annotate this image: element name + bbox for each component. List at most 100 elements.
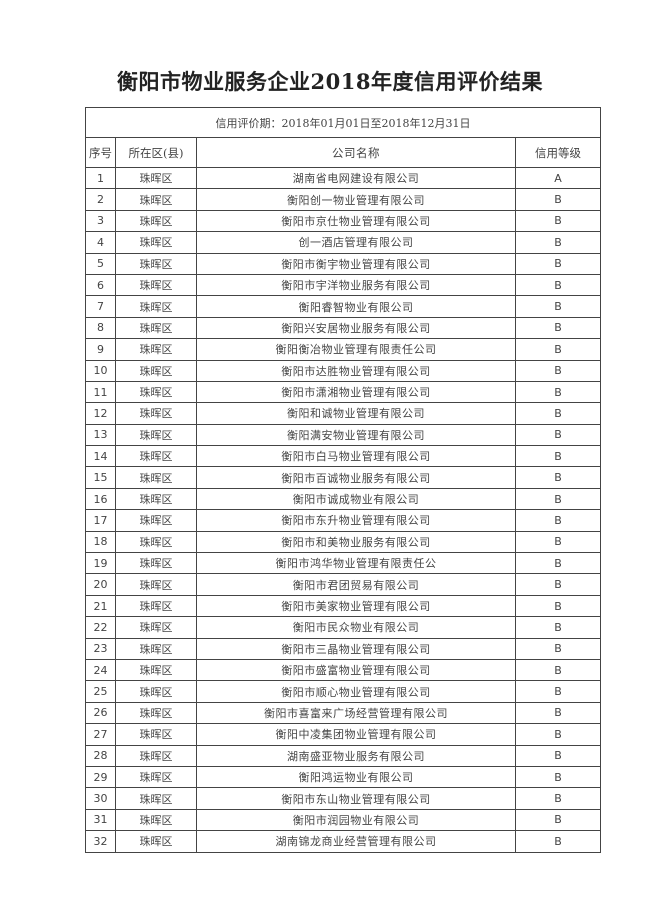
row-seq: 3 bbox=[85, 209, 116, 233]
row-district: 珠晖区 bbox=[115, 680, 197, 703]
row-company-name: 衡阳市达胜物业管理有限公司 bbox=[196, 359, 516, 382]
table-row: 15 珠晖区 衡阳市百诚物业服务有限公司 B bbox=[85, 466, 602, 489]
row-district: 珠晖区 bbox=[115, 188, 197, 211]
table-row: 16 珠晖区 衡阳市诚成物业有限公司 B bbox=[85, 487, 602, 511]
row-company-name: 衡阳市盛富物业管理有限公司 bbox=[196, 658, 516, 682]
row-seq: 5 bbox=[85, 252, 116, 275]
table-row: 6 珠晖区 衡阳市宇洋物业服务有限公司 B bbox=[85, 273, 602, 297]
table-row: 3 珠晖区 衡阳市京仕物业管理有限公司 B bbox=[85, 209, 602, 233]
row-company-name: 衡阳市君团贸易有限公司 bbox=[196, 573, 516, 596]
row-seq: 24 bbox=[85, 658, 116, 682]
row-credit-grade: B bbox=[514, 573, 602, 596]
table-row: 24 珠晖区 衡阳市盛富物业管理有限公司 B bbox=[85, 658, 602, 682]
row-seq: 30 bbox=[85, 787, 116, 810]
row-seq: 12 bbox=[85, 402, 116, 425]
row-district: 珠晖区 bbox=[115, 273, 197, 297]
row-company-name: 衡阳和诚物业管理有限公司 bbox=[196, 402, 516, 425]
row-credit-grade: B bbox=[514, 594, 602, 618]
table-row: 10 珠晖区 衡阳市达胜物业管理有限公司 B bbox=[85, 359, 602, 382]
row-credit-grade: B bbox=[514, 552, 602, 575]
row-credit-grade: B bbox=[514, 765, 602, 789]
row-seq: 13 bbox=[85, 423, 116, 447]
row-seq: 6 bbox=[85, 273, 116, 297]
row-credit-grade: A bbox=[514, 166, 602, 190]
table-header-row: 序号 所在区(县) 公司名称 信用等级 bbox=[85, 137, 602, 168]
row-company-name: 衡阳市百诚物业服务有限公司 bbox=[196, 466, 516, 489]
row-credit-grade: B bbox=[514, 787, 602, 810]
row-district: 珠晖区 bbox=[115, 380, 197, 404]
row-seq: 8 bbox=[85, 316, 116, 340]
row-company-name: 衡阳市三晶物业管理有限公司 bbox=[196, 637, 516, 660]
row-seq: 7 bbox=[85, 295, 116, 318]
row-district: 珠晖区 bbox=[115, 723, 197, 746]
row-credit-grade: B bbox=[514, 338, 602, 361]
row-seq: 17 bbox=[85, 509, 116, 532]
row-district: 珠晖区 bbox=[115, 209, 197, 233]
table-row: 21 珠晖区 衡阳市美家物业管理有限公司 B bbox=[85, 594, 602, 618]
row-company-name: 湖南锦龙商业经营管理有限公司 bbox=[196, 830, 516, 853]
table-row: 18 珠晖区 衡阳市和美物业服务有限公司 B bbox=[85, 530, 602, 554]
row-district: 珠晖区 bbox=[115, 830, 197, 853]
table-row: 12 珠晖区 衡阳和诚物业管理有限公司 B bbox=[85, 402, 602, 425]
row-credit-grade: B bbox=[514, 701, 602, 725]
header-district: 所在区(县) bbox=[115, 137, 197, 168]
row-district: 珠晖区 bbox=[115, 744, 197, 767]
row-district: 珠晖区 bbox=[115, 594, 197, 618]
credit-rating-table: 信用评价期：2018年01月01日至2018年12月31日 序号 所在区(县) … bbox=[84, 107, 602, 853]
row-credit-grade: B bbox=[514, 231, 602, 254]
header-grade: 信用等级 bbox=[514, 137, 602, 168]
row-credit-grade: B bbox=[514, 487, 602, 511]
evaluation-period: 信用评价期：2018年01月01日至2018年12月31日 bbox=[84, 107, 602, 138]
row-district: 珠晖区 bbox=[115, 701, 197, 725]
table-row: 5 珠晖区 衡阳市衡宇物业管理有限公司 B bbox=[85, 252, 602, 275]
table-row: 1 珠晖区 湖南省电网建设有限公司 A bbox=[85, 166, 602, 190]
row-seq: 21 bbox=[85, 594, 116, 618]
row-credit-grade: B bbox=[514, 658, 602, 682]
row-seq: 31 bbox=[85, 808, 116, 832]
row-district: 珠晖区 bbox=[115, 359, 197, 382]
row-credit-grade: B bbox=[514, 530, 602, 554]
row-company-name: 衡阳市润园物业有限公司 bbox=[196, 808, 516, 832]
row-district: 珠晖区 bbox=[115, 530, 197, 554]
table-row: 20 珠晖区 衡阳市君团贸易有限公司 B bbox=[85, 573, 602, 596]
table-row: 32 珠晖区 湖南锦龙商业经营管理有限公司 B bbox=[85, 830, 602, 853]
table-row: 4 珠晖区 创一酒店管理有限公司 B bbox=[85, 231, 602, 254]
row-seq: 27 bbox=[85, 723, 116, 746]
row-company-name: 衡阳市衡宇物业管理有限公司 bbox=[196, 252, 516, 275]
table-row: 28 珠晖区 湖南盛亚物业服务有限公司 B bbox=[85, 744, 602, 767]
row-district: 珠晖区 bbox=[115, 295, 197, 318]
row-seq: 4 bbox=[85, 231, 116, 254]
row-seq: 1 bbox=[85, 166, 116, 190]
row-company-name: 衡阳创一物业管理有限公司 bbox=[196, 188, 516, 211]
row-district: 珠晖区 bbox=[115, 231, 197, 254]
row-seq: 9 bbox=[85, 338, 116, 361]
row-credit-grade: B bbox=[514, 445, 602, 468]
row-seq: 28 bbox=[85, 744, 116, 767]
table-row: 9 珠晖区 衡阳衡冶物业管理有限责任公司 B bbox=[85, 338, 602, 361]
row-company-name: 衡阳市顺心物业管理有限公司 bbox=[196, 680, 516, 703]
table-row: 13 珠晖区 衡阳满安物业管理有限公司 B bbox=[85, 423, 602, 447]
row-credit-grade: B bbox=[514, 402, 602, 425]
row-district: 珠晖区 bbox=[115, 402, 197, 425]
row-district: 珠晖区 bbox=[115, 787, 197, 810]
row-district: 珠晖区 bbox=[115, 166, 197, 190]
row-district: 珠晖区 bbox=[115, 466, 197, 489]
row-credit-grade: B bbox=[514, 744, 602, 767]
table-row: 7 珠晖区 衡阳睿智物业有限公司 B bbox=[85, 295, 602, 318]
row-district: 珠晖区 bbox=[115, 808, 197, 832]
row-company-name: 衡阳市东升物业管理有限公司 bbox=[196, 509, 516, 532]
table-row: 2 珠晖区 衡阳创一物业管理有限公司 B bbox=[85, 188, 602, 211]
table-row: 27 珠晖区 衡阳中凌集团物业管理有限公司 B bbox=[85, 723, 602, 746]
row-company-name: 衡阳市美家物业管理有限公司 bbox=[196, 594, 516, 618]
row-company-name: 湖南盛亚物业服务有限公司 bbox=[196, 744, 516, 767]
row-district: 珠晖区 bbox=[115, 573, 197, 596]
row-seq: 19 bbox=[85, 552, 116, 575]
header-seq: 序号 bbox=[85, 137, 116, 168]
row-seq: 20 bbox=[85, 573, 116, 596]
row-credit-grade: B bbox=[514, 723, 602, 746]
row-district: 珠晖区 bbox=[115, 338, 197, 361]
row-company-name: 衡阳鸿运物业有限公司 bbox=[196, 765, 516, 789]
row-credit-grade: B bbox=[514, 680, 602, 703]
row-company-name: 衡阳中凌集团物业管理有限公司 bbox=[196, 723, 516, 746]
row-company-name: 衡阳睿智物业有限公司 bbox=[196, 295, 516, 318]
